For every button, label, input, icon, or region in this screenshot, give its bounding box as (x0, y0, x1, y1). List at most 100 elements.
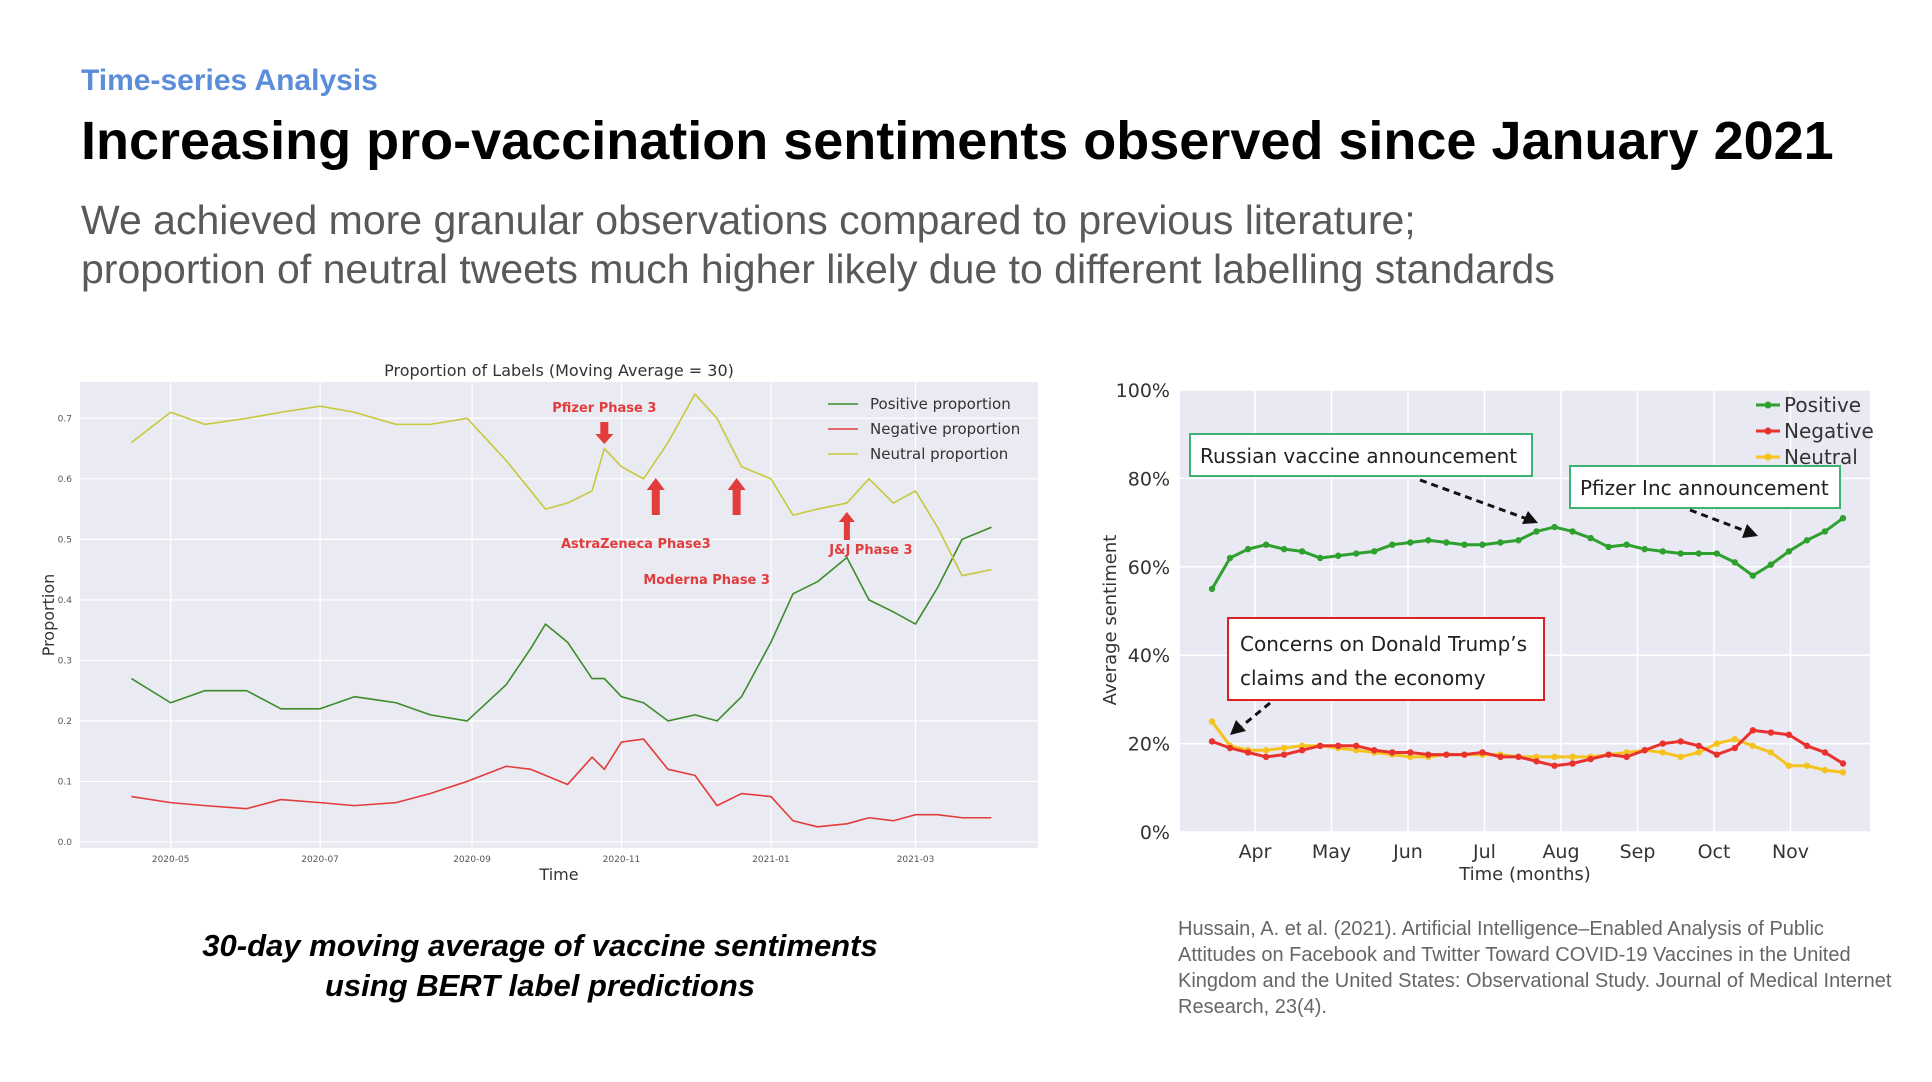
point-positive (1461, 541, 1468, 548)
point-positive (1731, 559, 1739, 566)
point-positive (1695, 550, 1702, 557)
point-positive (1443, 539, 1450, 546)
point-negative (1587, 755, 1594, 763)
legend: Positive proportion Negative proportion … (828, 395, 1020, 463)
point-negative (1335, 742, 1342, 750)
y-tick-label: 100% (1116, 380, 1170, 402)
point-negative (1316, 742, 1324, 750)
y-tick-label: 0.3 (58, 656, 72, 666)
chart-caption: 30-day moving average of vaccine sentime… (140, 926, 940, 1006)
point-negative (1461, 751, 1468, 758)
point-negative (1244, 749, 1252, 756)
y-tick-label: 60% (1128, 557, 1170, 579)
annotation-concerns-line-2: claims and the economy (1240, 666, 1486, 690)
point-neutral (1298, 742, 1306, 750)
point-positive (1298, 548, 1306, 555)
point-positive (1749, 572, 1757, 579)
series-line-negative (131, 738, 992, 828)
series-line-positive (1210, 516, 1844, 590)
point-positive (1497, 539, 1504, 546)
x-tick-label: 2020-07 (301, 855, 339, 865)
annotation-concerns-arrow (1241, 701, 1271, 728)
annotation-pfizer-arrow (595, 422, 614, 444)
point-positive (1785, 548, 1793, 555)
y-tick-label: 0.4 (58, 596, 73, 606)
point-positive (1280, 545, 1288, 553)
point-positive (1335, 552, 1342, 559)
point-negative (1208, 738, 1216, 745)
point-negative (1479, 749, 1486, 756)
point-negative (1767, 729, 1775, 736)
point-positive (1551, 523, 1558, 531)
annotation-pfizer-arrowhead (1742, 524, 1758, 538)
point-neutral (1731, 735, 1739, 743)
x-tick-label: Aug (1542, 841, 1579, 863)
point-negative (1298, 747, 1306, 754)
annotation-russian-box (1189, 433, 1533, 477)
point-negative (1569, 760, 1576, 767)
point-neutral (1839, 769, 1847, 776)
legend-marker-neutral (1764, 453, 1772, 461)
point-negative (1749, 727, 1757, 734)
point-positive (1208, 585, 1216, 593)
average-sentiment-chart: 0% 20% 40% 60% 80% 100% Apr May Jun Jul Aug Sep Oct N… (1100, 380, 1874, 885)
plot-area (80, 382, 1038, 848)
y-tick-label: 0.7 (58, 414, 72, 424)
slide-subtitle: We achieved more granular observations c… (81, 196, 1555, 294)
point-neutral (1803, 762, 1811, 769)
point-negative (1623, 753, 1630, 761)
point-negative (1803, 742, 1811, 750)
point-neutral (1821, 766, 1829, 774)
x-tick-label: Nov (1772, 841, 1809, 863)
y-tick-label: 20% (1128, 734, 1170, 756)
point-neutral (1280, 744, 1288, 752)
annotation-moderna-label: Moderna Phase 3 (643, 573, 770, 588)
annotation-astrazeneca-label: AstraZeneca Phase3 (561, 537, 711, 552)
y-axis-label: Average sentiment (1100, 535, 1121, 706)
legend-label-positive: Positive (1784, 393, 1861, 417)
point-neutral (1208, 718, 1216, 725)
legend-label-positive: Positive proportion (870, 395, 1011, 413)
point-negative (1371, 747, 1378, 754)
point-positive (1587, 534, 1594, 542)
point-negative (1443, 751, 1450, 758)
point-neutral (1767, 749, 1775, 756)
x-tick-label: Oct (1698, 841, 1731, 863)
point-positive (1569, 528, 1576, 535)
point-negative (1425, 751, 1432, 758)
point-negative (1226, 744, 1234, 752)
chart-title: Proportion of Labels (Moving Average = 3… (384, 361, 734, 380)
annotation-moderna-arrow (727, 478, 746, 515)
point-negative (1659, 740, 1666, 747)
x-tick-label: 2020-05 (152, 855, 190, 865)
point-positive (1659, 548, 1666, 555)
point-negative (1389, 749, 1396, 756)
citation: Hussain, A. et al. (2021). Artificial In… (1178, 918, 1892, 1018)
annotation-concerns-line-1: Concerns on Donald Trump’s (1240, 632, 1527, 656)
annotation-pfizer-box (1569, 465, 1841, 509)
x-tick-label: Sep (1620, 841, 1656, 863)
y-tick-label: 0.1 (58, 777, 72, 787)
annotation-astrazeneca-arrow (646, 478, 665, 515)
point-negative (1515, 753, 1522, 761)
point-positive (1533, 528, 1540, 535)
y-tick-label: 0.0 (58, 838, 73, 848)
section-label: Time-series Analysis (81, 64, 378, 97)
annotation-concerns-arrowhead (1230, 720, 1246, 735)
annotation-pfizer-label: Pfizer Inc announcement (1580, 476, 1829, 500)
y-tick-label: 80% (1128, 468, 1170, 490)
x-tick-label: May (1312, 841, 1351, 863)
annotation-pfizer-label: Pfizer Phase 3 (552, 401, 656, 416)
point-positive (1641, 545, 1648, 553)
annotation-russian-arrow (1419, 478, 1531, 522)
legend-marker-negative (1764, 427, 1772, 435)
point-positive (1677, 550, 1684, 557)
point-positive (1226, 554, 1234, 562)
point-positive (1262, 541, 1270, 548)
y-tick-label: 0.6 (58, 475, 73, 485)
y-tick-label: 0% (1140, 822, 1170, 844)
point-neutral (1623, 749, 1630, 756)
x-tick-label: 2021-01 (752, 855, 790, 865)
point-neutral (1695, 749, 1702, 756)
legend: Positive Negative Neutral (1756, 393, 1874, 469)
